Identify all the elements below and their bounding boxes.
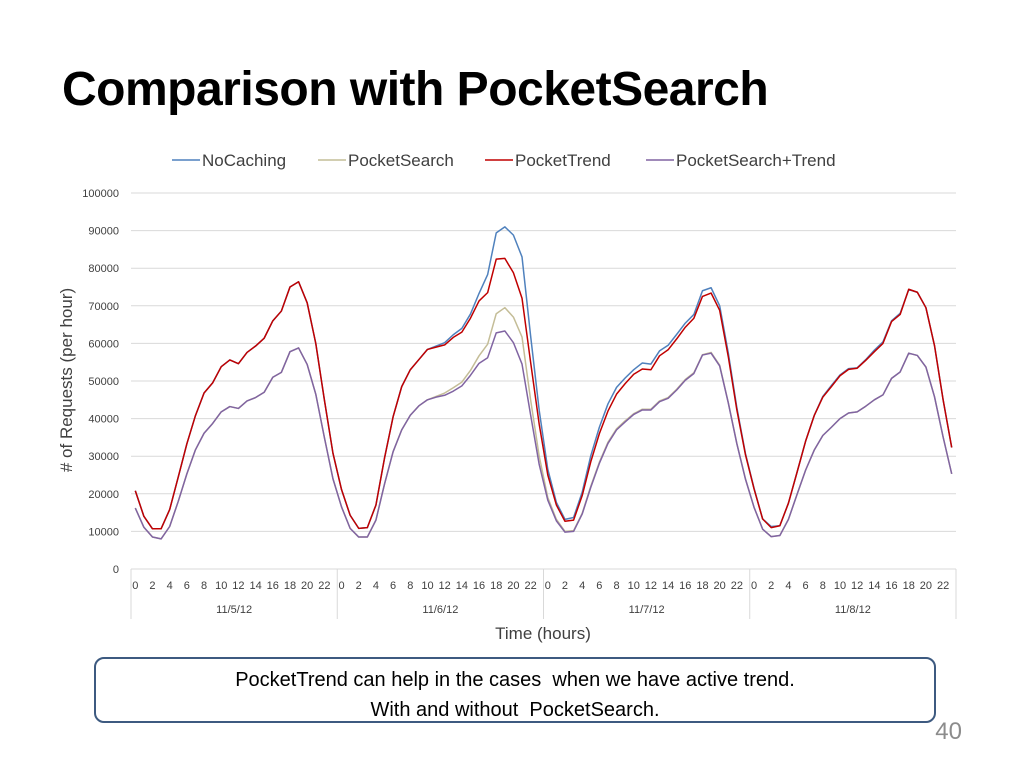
x-tick-label: 16 <box>679 580 691 592</box>
x-tick-label: 10 <box>628 580 640 592</box>
x-tick-label: 0 <box>751 580 757 592</box>
gridlines <box>131 192 956 532</box>
x-tick-label: 2 <box>768 580 774 592</box>
legend-label-pocketsearch-trend: PocketSearch+Trend <box>676 151 836 170</box>
x-tick-label: 12 <box>232 580 244 592</box>
x-tick-label: 16 <box>885 580 897 592</box>
x-tick-label: 10 <box>215 580 227 592</box>
callout-box: PocketTrend can help in the cases when w… <box>94 657 936 723</box>
x-tick-label: 8 <box>201 580 207 592</box>
x-tick-label: 0 <box>338 580 344 592</box>
y-tick-label: 50000 <box>88 376 119 388</box>
x-tick-label: 14 <box>868 580 880 592</box>
day-label: 11/8/12 <box>835 604 871 616</box>
line-chart: 0100002000030000400005000060000700008000… <box>57 151 957 643</box>
series-line-pocketsearch <box>134 306 953 540</box>
x-tick-label: 14 <box>456 580 468 592</box>
x-tick-label: 10 <box>834 580 846 592</box>
x-tick-label: 22 <box>318 580 330 592</box>
x-tick-label: 20 <box>507 580 519 592</box>
legend-label-pockettrend: PocketTrend <box>515 151 611 170</box>
x-tick-label: 14 <box>249 580 261 592</box>
day-label: 11/6/12 <box>422 604 458 616</box>
x-tick-label: 22 <box>524 580 536 592</box>
x-tick-label: 2 <box>562 580 568 592</box>
x-tick-label: 8 <box>613 580 619 592</box>
y-tick-label: 0 <box>113 564 119 576</box>
y-tick-label: 40000 <box>88 414 119 426</box>
series-line-pocketsearch-trend <box>134 330 953 540</box>
x-tick-label: 20 <box>301 580 313 592</box>
legend: NoCaching PocketSearch PocketTrend PocketSe… <box>172 151 836 170</box>
axes: 0100002000030000400005000060000700008000… <box>82 188 957 619</box>
x-tick-label: 4 <box>785 580 791 592</box>
x-tick-label: 4 <box>373 580 379 592</box>
x-tick-label: 6 <box>184 580 190 592</box>
x-tick-label: 8 <box>407 580 413 592</box>
callout-line-1: PocketTrend can help in the cases when w… <box>235 669 795 691</box>
x-tick-label: 18 <box>903 580 915 592</box>
x-tick-label: 2 <box>149 580 155 592</box>
x-tick-label: 20 <box>920 580 932 592</box>
legend-label-nocaching: NoCaching <box>202 151 286 170</box>
series-lines <box>134 226 953 540</box>
x-tick-label: 22 <box>731 580 743 592</box>
x-axis-title: Time (hours) <box>495 624 591 643</box>
x-tick-label: 0 <box>132 580 138 592</box>
y-tick-label: 90000 <box>88 226 119 238</box>
legend-label-pocketsearch: PocketSearch <box>348 151 454 170</box>
x-tick-label: 16 <box>473 580 485 592</box>
slide-title: Comparison with PocketSearch <box>62 63 769 116</box>
day-label: 11/5/12 <box>216 604 252 616</box>
x-tick-label: 12 <box>851 580 863 592</box>
x-tick-label: 4 <box>167 580 173 592</box>
y-tick-label: 100000 <box>82 188 119 200</box>
y-tick-label: 80000 <box>88 263 119 275</box>
x-tick-label: 14 <box>662 580 674 592</box>
x-tick-label: 10 <box>421 580 433 592</box>
x-tick-label: 12 <box>645 580 657 592</box>
x-tick-label: 18 <box>490 580 502 592</box>
y-tick-label: 30000 <box>88 451 119 463</box>
y-tick-label: 10000 <box>88 526 119 538</box>
x-tick-label: 8 <box>820 580 826 592</box>
x-tick-label: 12 <box>439 580 451 592</box>
x-tick-label: 16 <box>267 580 279 592</box>
y-tick-label: 20000 <box>88 489 119 501</box>
series-line-pockettrend <box>134 257 953 530</box>
x-tick-label: 18 <box>696 580 708 592</box>
x-tick-label: 22 <box>937 580 949 592</box>
callout-line-2: With and without PocketSearch. <box>370 699 660 721</box>
y-tick-label: 60000 <box>88 338 119 350</box>
x-tick-label: 0 <box>545 580 551 592</box>
x-tick-label: 6 <box>803 580 809 592</box>
x-tick-label: 6 <box>596 580 602 592</box>
x-tick-label: 4 <box>579 580 585 592</box>
y-tick-label: 70000 <box>88 301 119 313</box>
y-axis-title: # of Requests (per hour) <box>57 288 76 472</box>
x-tick-label: 2 <box>356 580 362 592</box>
day-label: 11/7/12 <box>629 604 665 616</box>
x-tick-label: 6 <box>390 580 396 592</box>
page-number: 40 <box>935 718 962 745</box>
x-tick-label: 20 <box>714 580 726 592</box>
x-tick-label: 18 <box>284 580 296 592</box>
